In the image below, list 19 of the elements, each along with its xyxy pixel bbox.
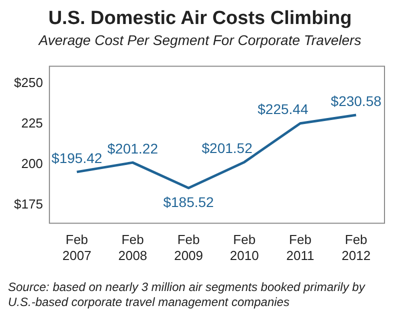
x-tick-label: Feb 2012 — [342, 232, 371, 263]
data-label: $201.52 — [202, 140, 253, 156]
y-tick-label: $175 — [14, 196, 43, 212]
x-tick-label: Feb 2008 — [118, 232, 148, 263]
data-label: $195.42 — [52, 150, 102, 166]
y-tick-label: $250 — [14, 75, 43, 90]
x-tick-label: Feb 2007 — [62, 232, 92, 263]
source-note: Source: based on nearly 3 million air segments booked primarily by U.S.-based corporate travel management companies — [8, 280, 366, 310]
x-tick-label: Feb 2009 — [174, 232, 203, 263]
chart-subtitle: Average Cost Per Segment For Corporate Travelers — [37, 32, 362, 48]
x-tick-label: Feb 2010 — [230, 232, 259, 263]
data-label: $185.52 — [163, 194, 214, 210]
data-label: $230.58 — [330, 92, 382, 109]
y-tick-label: 225 — [21, 116, 43, 131]
data-label: $201.22 — [107, 140, 158, 156]
data-label: $225.44 — [258, 101, 308, 118]
chart-title: U.S. Domestic Air Costs Climbing — [47, 8, 353, 30]
y-tick-label: 200 — [21, 156, 43, 172]
x-tick-label: Feb 2011 — [286, 232, 314, 263]
